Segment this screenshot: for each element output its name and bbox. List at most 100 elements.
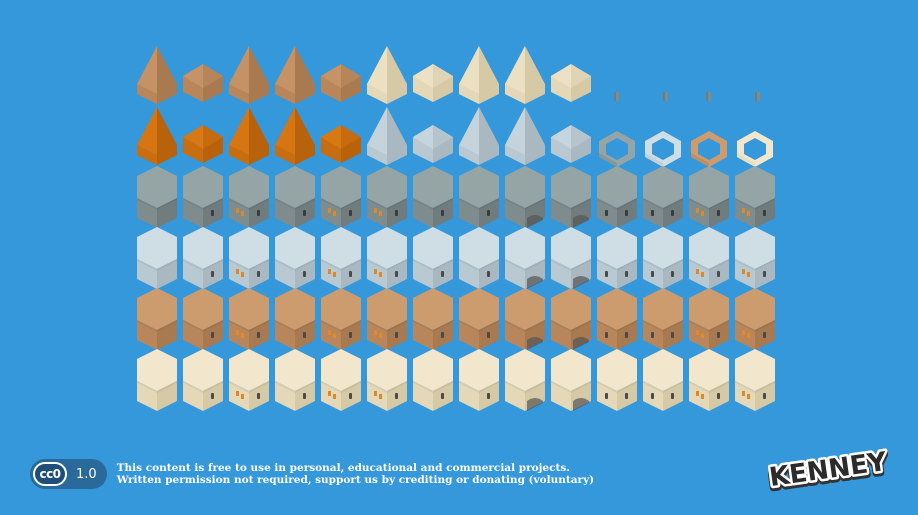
ring-tile-tan-icon	[691, 131, 727, 167]
building-tile-ice[interactable]	[641, 227, 685, 289]
spire-tile-cream[interactable]	[503, 44, 547, 106]
cc0-badge[interactable]: cc0 1.0	[30, 459, 107, 489]
building-tile-ice[interactable]	[273, 227, 317, 289]
building-tile-cream[interactable]	[733, 349, 777, 411]
building-tile-tan[interactable]	[365, 288, 409, 350]
building-tile-cream[interactable]	[365, 349, 409, 411]
building-tile-tan[interactable]	[227, 288, 271, 350]
chimney-tile-gray[interactable]	[641, 44, 685, 106]
dome-tile-tan[interactable]	[181, 44, 225, 106]
building-tile-tan[interactable]	[595, 288, 639, 350]
building-tile-gray[interactable]	[319, 166, 363, 228]
spire-tile-tan[interactable]	[135, 44, 179, 106]
chimney-tile-gray-icon	[663, 92, 668, 101]
building-tile-ice[interactable]	[227, 227, 271, 289]
building-tile-ice[interactable]	[595, 227, 639, 289]
tile-sheet	[135, 44, 777, 411]
dome-tile-ice[interactable]	[411, 105, 455, 167]
building-tile-gray[interactable]	[457, 166, 501, 228]
spire-tile-cream[interactable]	[365, 44, 409, 106]
spire-tile-cream[interactable]	[457, 44, 501, 106]
building-tile-tan[interactable]	[687, 288, 731, 350]
building-tile-tan[interactable]	[411, 288, 455, 350]
building-tile-ice[interactable]	[365, 227, 409, 289]
building-tile-tan[interactable]	[733, 288, 777, 350]
ring-tile-ice[interactable]	[641, 105, 685, 167]
building-tile-gray[interactable]	[227, 166, 271, 228]
building-tile-tan[interactable]	[273, 288, 317, 350]
building-tile-cream[interactable]	[595, 349, 639, 411]
building-tile-cream[interactable]	[641, 349, 685, 411]
spire-tile-ice-icon	[367, 107, 407, 165]
building-tile-tan[interactable]	[549, 288, 593, 350]
dome-tile-ice[interactable]	[549, 105, 593, 167]
spire-tile-ice[interactable]	[365, 105, 409, 167]
dome-tile-orange[interactable]	[319, 105, 363, 167]
building-tile-gray[interactable]	[365, 166, 409, 228]
building-tile-tan[interactable]	[319, 288, 363, 350]
spire-tile-tan[interactable]	[273, 44, 317, 106]
chimney-tile-gray-icon	[755, 92, 760, 101]
spire-tile-tan[interactable]	[227, 44, 271, 106]
dome-tile-cream[interactable]	[411, 44, 455, 106]
building-tile-cream[interactable]	[181, 349, 225, 411]
building-tile-gray[interactable]	[687, 166, 731, 228]
building-tile-ice[interactable]	[503, 227, 547, 289]
building-tile-tan[interactable]	[503, 288, 547, 350]
building-tile-gray-icon	[643, 166, 683, 228]
ring-tile-gray[interactable]	[595, 105, 639, 167]
license-text: This content is free to use in personal,…	[117, 462, 594, 486]
building-tile-ice[interactable]	[549, 227, 593, 289]
building-tile-ice[interactable]	[319, 227, 363, 289]
building-tile-ice[interactable]	[457, 227, 501, 289]
spire-tile-orange[interactable]	[227, 105, 271, 167]
building-tile-gray[interactable]	[411, 166, 455, 228]
ring-tile-cream[interactable]	[733, 105, 777, 167]
building-tile-tan-icon	[597, 288, 637, 350]
building-tile-cream-icon	[321, 349, 361, 411]
ring-tile-tan[interactable]	[687, 105, 731, 167]
dome-tile-cream[interactable]	[549, 44, 593, 106]
building-tile-ice[interactable]	[687, 227, 731, 289]
building-tile-ice[interactable]	[181, 227, 225, 289]
building-tile-gray[interactable]	[733, 166, 777, 228]
kenney-logo[interactable]: KENNEY KENNEY KENNEY	[768, 446, 888, 494]
spire-tile-ice[interactable]	[457, 105, 501, 167]
building-tile-gray[interactable]	[503, 166, 547, 228]
building-tile-cream-icon	[413, 349, 453, 411]
building-tile-ice-icon	[551, 227, 591, 289]
license-footer: cc0 1.0 This content is free to use in p…	[30, 458, 594, 490]
dome-tile-orange[interactable]	[181, 105, 225, 167]
building-tile-ice[interactable]	[135, 227, 179, 289]
building-tile-cream[interactable]	[227, 349, 271, 411]
spire-tile-orange[interactable]	[135, 105, 179, 167]
building-tile-cream[interactable]	[457, 349, 501, 411]
building-tile-gray[interactable]	[549, 166, 593, 228]
building-tile-cream[interactable]	[549, 349, 593, 411]
building-tile-tan[interactable]	[457, 288, 501, 350]
building-tile-tan[interactable]	[181, 288, 225, 350]
building-tile-cream-icon	[505, 349, 545, 411]
building-tile-tan[interactable]	[641, 288, 685, 350]
spire-tile-orange[interactable]	[273, 105, 317, 167]
building-tile-tan[interactable]	[135, 288, 179, 350]
dome-tile-tan[interactable]	[319, 44, 363, 106]
building-tile-gray[interactable]	[641, 166, 685, 228]
chimney-tile-gray[interactable]	[595, 44, 639, 106]
building-tile-cream[interactable]	[687, 349, 731, 411]
chimney-tile-gray[interactable]	[733, 44, 777, 106]
building-tile-cream[interactable]	[135, 349, 179, 411]
building-tile-cream[interactable]	[503, 349, 547, 411]
building-tile-ice[interactable]	[733, 227, 777, 289]
chimney-tile-gray[interactable]	[687, 44, 731, 106]
building-tile-cream[interactable]	[319, 349, 363, 411]
building-tile-gray[interactable]	[135, 166, 179, 228]
building-tile-ice[interactable]	[411, 227, 455, 289]
spire-tile-ice[interactable]	[503, 105, 547, 167]
building-tile-cream[interactable]	[411, 349, 455, 411]
cc0-icon: cc0	[33, 462, 67, 486]
building-tile-gray[interactable]	[273, 166, 317, 228]
building-tile-gray[interactable]	[181, 166, 225, 228]
building-tile-gray[interactable]	[595, 166, 639, 228]
building-tile-cream[interactable]	[273, 349, 317, 411]
